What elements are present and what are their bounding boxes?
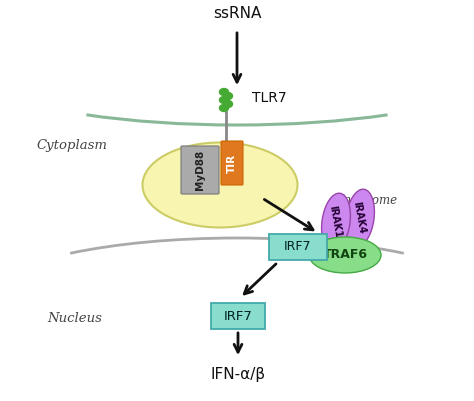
Text: Nucleus: Nucleus (47, 312, 102, 324)
Ellipse shape (309, 237, 381, 273)
FancyBboxPatch shape (211, 303, 265, 329)
Text: MyD88: MyD88 (195, 150, 205, 190)
Text: IRF7: IRF7 (224, 310, 253, 322)
Ellipse shape (321, 193, 350, 251)
Text: IRAK4: IRAK4 (351, 201, 367, 235)
FancyBboxPatch shape (181, 146, 219, 194)
Ellipse shape (219, 105, 228, 111)
Ellipse shape (346, 189, 374, 247)
Text: ssRNA: ssRNA (213, 6, 261, 22)
Ellipse shape (224, 101, 233, 107)
Ellipse shape (224, 93, 233, 99)
FancyBboxPatch shape (221, 141, 243, 185)
Text: Endosome: Endosome (335, 194, 397, 207)
Ellipse shape (219, 89, 228, 95)
Ellipse shape (143, 142, 298, 227)
Text: IRAK1: IRAK1 (327, 205, 343, 239)
FancyBboxPatch shape (269, 234, 327, 260)
Text: TLR7: TLR7 (252, 91, 287, 105)
Ellipse shape (219, 97, 228, 103)
Text: IFN-α/β: IFN-α/β (210, 367, 265, 381)
Text: Cytoplasm: Cytoplasm (36, 138, 108, 152)
Text: TIR: TIR (227, 154, 237, 172)
Text: TRAF6: TRAF6 (322, 249, 367, 261)
Text: IRF7: IRF7 (284, 241, 312, 253)
